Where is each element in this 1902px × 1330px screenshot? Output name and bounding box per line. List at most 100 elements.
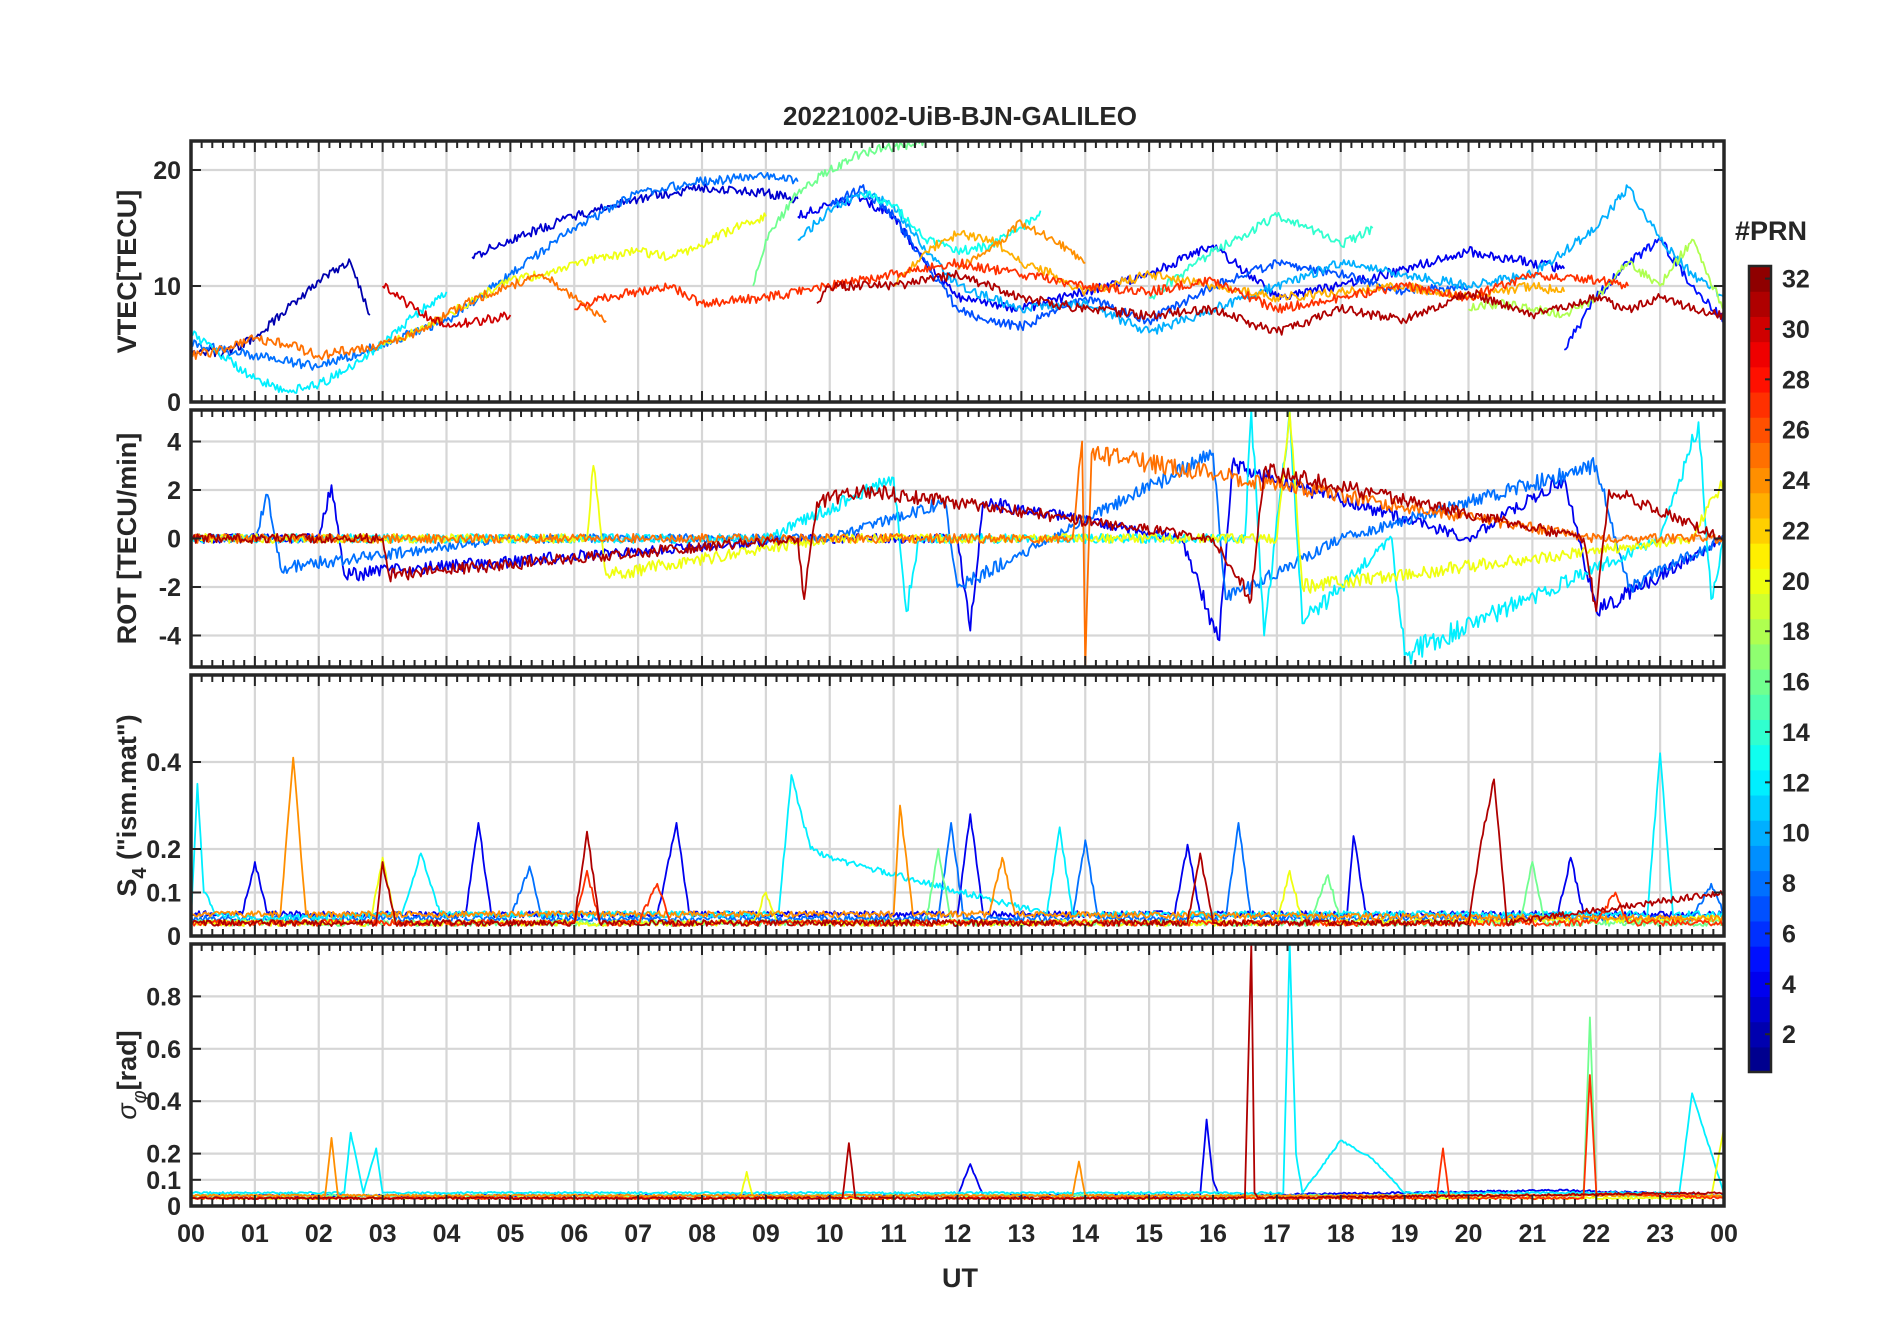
x-tick-label: 21 <box>1518 1220 1546 1248</box>
series-line-prn-7 <box>829 184 1470 332</box>
colorbar-swatch-prn-6 <box>1749 920 1771 947</box>
colorbar-swatch-prn-31 <box>1749 291 1771 317</box>
colorbar-swatch-prn-13 <box>1749 744 1771 771</box>
colorbar-border <box>1747 264 1773 1074</box>
colorbar-swatch-prn-3 <box>1749 996 1771 1023</box>
x-tick-label: 05 <box>496 1220 524 1248</box>
colorbar-swatch-prn-1 <box>1749 1046 1771 1073</box>
series-line-prn-23 <box>893 229 1566 303</box>
colorbar-swatch-prn-10 <box>1749 820 1771 846</box>
y-tick-label: 0.6 <box>146 1036 181 1064</box>
x-tick-label: 00 <box>177 1220 205 1248</box>
colorbar-tick-label: 22 <box>1782 517 1810 545</box>
colorbar-swatch-prn-9 <box>1749 845 1771 872</box>
colorbar-tick-label: 32 <box>1782 266 1810 294</box>
series-line-prn-12 <box>191 291 448 394</box>
series-line-prn-8 <box>191 172 799 371</box>
y-tick-label: 0 <box>167 526 181 554</box>
colorbar-swatch-prn-7 <box>1749 895 1771 922</box>
colorbar-tick-label: 12 <box>1782 769 1810 797</box>
series-line-prn-30 <box>381 282 512 328</box>
y-axis-label: σφ[rad] <box>112 1030 151 1119</box>
x-tick-label: 12 <box>944 1220 972 1248</box>
x-tick-label: 09 <box>752 1220 780 1248</box>
colorbar-swatch-prn-5 <box>1749 946 1771 972</box>
x-tick-label: 18 <box>1327 1220 1355 1248</box>
series-line-prn-8 <box>191 449 1724 601</box>
y-tick-label: 10 <box>153 273 181 301</box>
y-tick-label: 0.2 <box>146 836 181 864</box>
x-tick-label: 13 <box>1007 1220 1035 1248</box>
y-tick-label: -4 <box>159 622 181 650</box>
x-tick-label: 02 <box>305 1220 333 1248</box>
series-line-prn-20 <box>191 411 1724 594</box>
series-line-prn-5 <box>1563 238 1724 351</box>
y-tick-label: 0.1 <box>146 1167 181 1195</box>
series-line-prn-12 <box>191 944 1724 1195</box>
colorbar-tick-label: 6 <box>1782 920 1796 948</box>
y-tick-label: -2 <box>159 574 181 602</box>
colorbar-title: #PRN <box>1735 216 1807 246</box>
y-axis-label: S4 ("ism.mat") <box>112 714 151 896</box>
y-tick-label: 0.4 <box>146 749 181 777</box>
vtec-panel: 0 10 20 VTEC[TECU] <box>112 139 1726 417</box>
colorbar-swatch-prn-16 <box>1749 669 1771 695</box>
x-tick-label: 07 <box>624 1220 652 1248</box>
series-line-prn-10 <box>797 184 1724 335</box>
colorbar-tick-label: 10 <box>1782 820 1810 848</box>
x-tick-label: 03 <box>369 1220 397 1248</box>
colorbar-tick-label: 8 <box>1782 870 1796 898</box>
colorbar-swatch-prn-20 <box>1749 568 1771 595</box>
colorbar-tick-label: 20 <box>1782 568 1810 596</box>
colorbar-swatch-prn-30 <box>1749 316 1771 343</box>
x-tick-label: 16 <box>1199 1220 1227 1248</box>
y-tick-label: 0.4 <box>146 1088 181 1116</box>
colorbar-swatch-prn-12 <box>1749 769 1771 796</box>
x-tick-label: 14 <box>1071 1220 1099 1248</box>
colorbar-swatch-prn-27 <box>1749 391 1771 418</box>
colorbar-tick-label: 4 <box>1782 971 1796 999</box>
y-axis-label: ROT [TECU/min] <box>112 433 142 644</box>
x-tick-label: 23 <box>1646 1220 1674 1248</box>
colorbar-tick-label: 16 <box>1782 669 1810 697</box>
series-line-prn-24 <box>957 219 1086 270</box>
series-group <box>191 410 1724 667</box>
colorbar-swatch-prn-4 <box>1749 971 1771 998</box>
colorbar-swatch-prn-17 <box>1749 643 1771 670</box>
y-tick-label: 0 <box>167 389 181 417</box>
series-group <box>191 752 1724 927</box>
colorbar-swatch-prn-11 <box>1749 794 1771 821</box>
colorbar-swatch-prn-21 <box>1749 543 1771 569</box>
colorbar-swatch-prn-23 <box>1749 492 1771 519</box>
series-line-prn-31 <box>191 778 1724 927</box>
series-line-prn-24 <box>191 756 1724 923</box>
colorbar-swatch-prn-24 <box>1749 467 1771 494</box>
x-axis-label: UT <box>942 1263 978 1293</box>
x-tick-label: 00 <box>1710 1220 1738 1248</box>
series-line-prn-25 <box>191 273 607 361</box>
x-tick-label: 08 <box>688 1220 716 1248</box>
colorbar-swatch-prn-28 <box>1749 366 1771 393</box>
x-tick-label: 17 <box>1263 1220 1291 1248</box>
x-tick-label: 06 <box>560 1220 588 1248</box>
series-line-prn-13 <box>860 190 1042 255</box>
colorbar-swatch-prn-15 <box>1749 694 1771 720</box>
colorbar-tick-label: 2 <box>1782 1021 1796 1049</box>
colorbar-swatch-prn-14 <box>1749 719 1771 746</box>
colorbar-swatch-prn-22 <box>1749 517 1771 544</box>
rot-panel: -4 -2 0 2 4 ROT [TECU/min] <box>112 408 1726 669</box>
figure-title: 20221002-UiB-BJN-GALILEO <box>783 101 1137 131</box>
y-tick-label: 20 <box>153 157 181 185</box>
x-tick-label: 15 <box>1135 1220 1163 1248</box>
x-tick-label: 10 <box>816 1220 844 1248</box>
series-group <box>191 141 1724 394</box>
colorbar-swatch-prn-2 <box>1749 1021 1771 1048</box>
series-line-prn-31 <box>191 463 1724 613</box>
y-tick-label: 4 <box>167 429 181 457</box>
y-tick-label: 0.2 <box>146 1141 181 1169</box>
colorbar-swatch-prn-32 <box>1749 266 1771 292</box>
y-tick-label: 0.8 <box>146 983 181 1011</box>
colorbar-swatch-prn-29 <box>1749 341 1771 368</box>
